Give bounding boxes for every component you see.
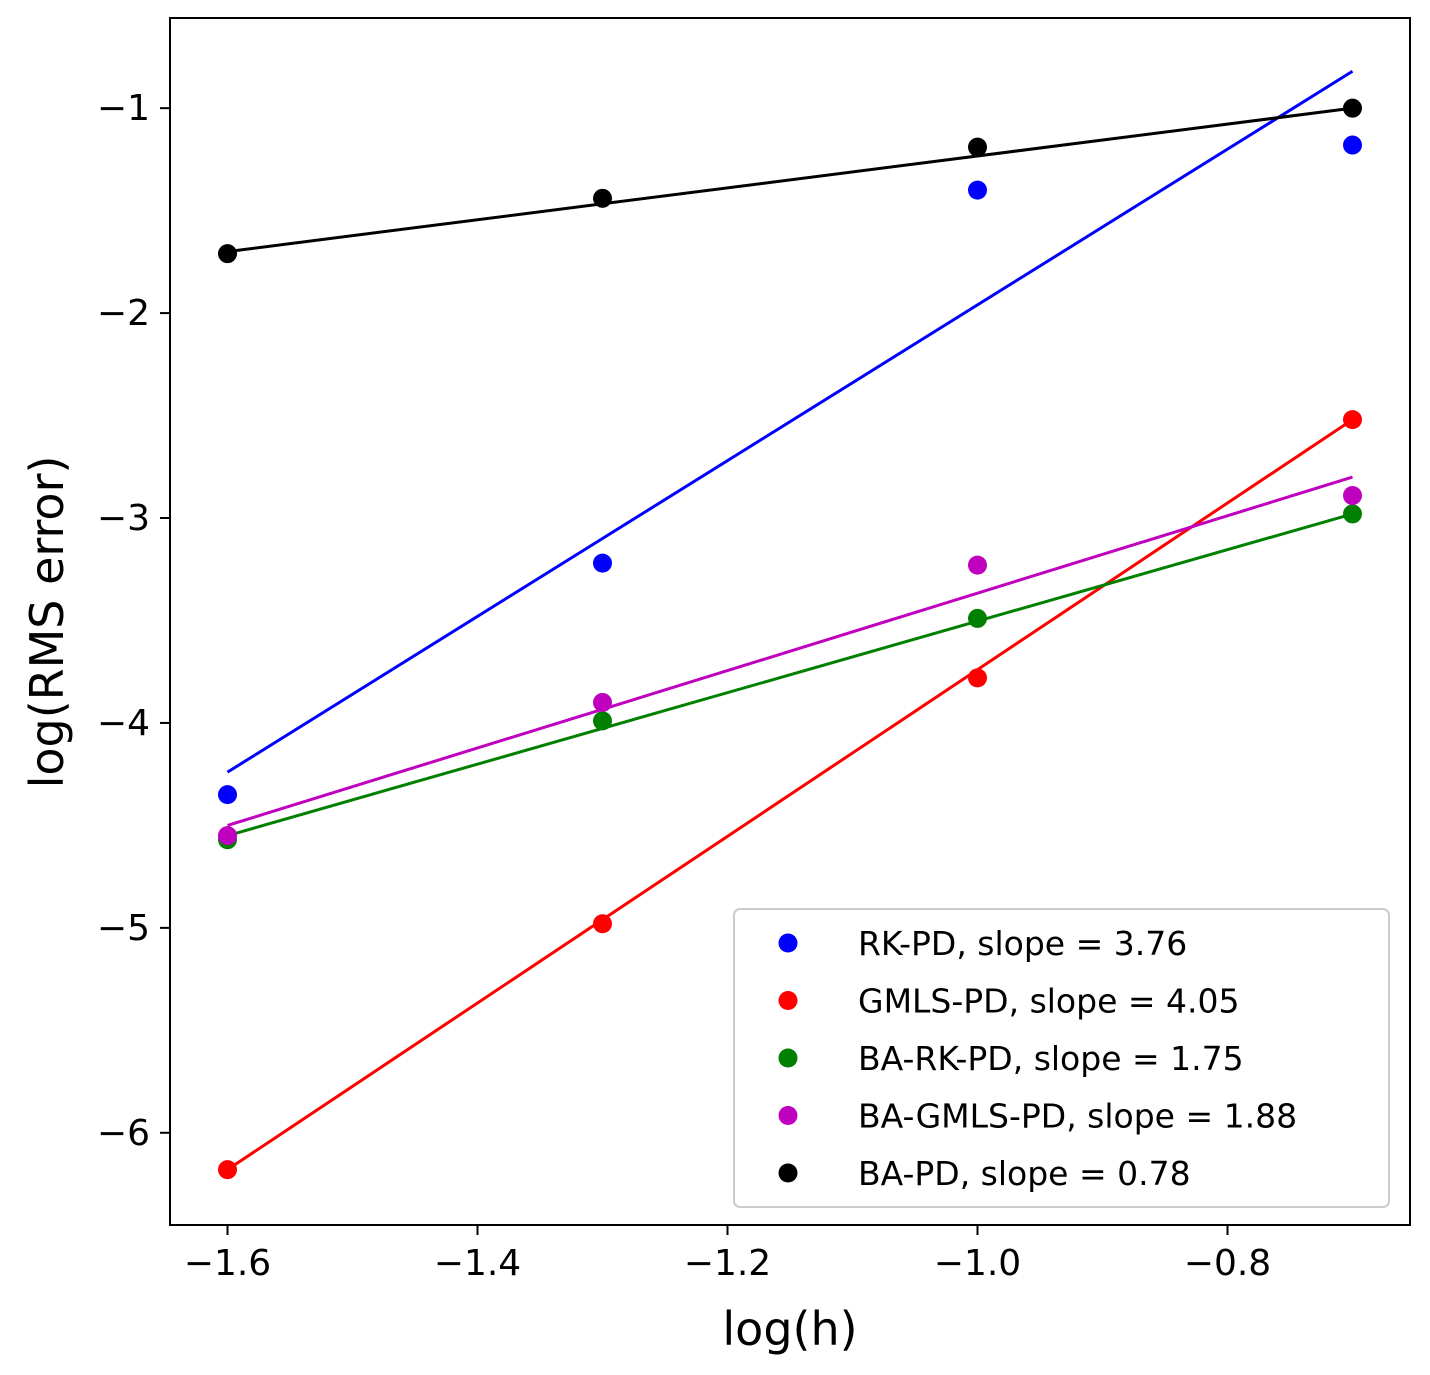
fit-line-series-2 — [227, 512, 1353, 838]
legend-label-3: BA-GMLS-PD, slope = 1.88 — [858, 1097, 1297, 1136]
data-point-series-4 — [968, 137, 987, 157]
legend-label-4: BA-PD, slope = 0.78 — [858, 1154, 1191, 1193]
y-tick-label: −1 — [97, 88, 150, 129]
data-point-series-2 — [1343, 504, 1362, 524]
data-point-series-4 — [593, 188, 612, 208]
data-point-series-0 — [218, 785, 237, 805]
legend: RK-PD, slope = 3.76 GMLS-PD, slope = 4.05… — [733, 908, 1390, 1208]
legend-marker-0 — [778, 933, 798, 953]
y-axis-label: log(RMS error) — [20, 456, 74, 789]
legend-marker-2 — [778, 1048, 798, 1068]
x-tick-label: −1.0 — [934, 1243, 1021, 1284]
x-tick-label: −1.6 — [184, 1243, 271, 1284]
y-tick-label: −2 — [97, 293, 150, 334]
legend-marker-4 — [778, 1163, 798, 1183]
legend-marker-1 — [778, 991, 798, 1010]
data-points-layer — [218, 98, 1362, 1180]
data-point-series-0 — [1343, 135, 1362, 155]
data-point-series-0 — [968, 180, 987, 200]
data-point-series-2 — [593, 711, 612, 731]
x-tick-label: −0.8 — [1184, 1243, 1271, 1284]
data-point-series-3 — [593, 692, 612, 712]
data-point-series-2 — [968, 608, 987, 628]
y-tick-label: −3 — [97, 498, 150, 539]
legend-items: RK-PD, slope = 3.76 GMLS-PD, slope = 4.05… — [778, 924, 1297, 1193]
data-point-series-1 — [593, 914, 612, 934]
legend-label-1: GMLS-PD, slope = 4.05 — [858, 982, 1239, 1021]
fit-line-series-0 — [226, 70, 1354, 774]
fit-lines-layer — [226, 70, 1354, 1171]
x-tick-label: −1.4 — [434, 1243, 521, 1284]
legend-marker-3 — [778, 1106, 798, 1125]
data-point-series-1 — [968, 668, 987, 688]
data-point-series-3 — [218, 826, 237, 846]
y-tick-label: −4 — [97, 703, 150, 744]
data-point-series-3 — [1343, 485, 1362, 505]
x-axis-label: log(h) — [722, 1302, 857, 1356]
data-point-series-4 — [1343, 98, 1362, 118]
legend-label-0: RK-PD, slope = 3.76 — [858, 924, 1187, 963]
plot-frame — [169, 17, 1411, 1226]
x-axis-ticks: −1.6 −1.4 −1.2 −1.0 −0.8 — [184, 1225, 1271, 1284]
legend-box — [733, 908, 1390, 1208]
y-tick-label: −6 — [97, 1113, 150, 1154]
data-point-series-1 — [1343, 410, 1362, 430]
fit-line-series-1 — [226, 418, 1354, 1171]
x-tick-label: −1.2 — [684, 1243, 771, 1284]
y-tick-label: −5 — [97, 908, 150, 949]
fit-line-series-4 — [227, 106, 1353, 254]
data-point-series-1 — [218, 1160, 237, 1180]
data-point-series-0 — [593, 553, 612, 573]
legend-label-2: BA-RK-PD, slope = 1.75 — [858, 1039, 1244, 1078]
data-point-series-3 — [968, 555, 987, 575]
data-point-series-4 — [218, 244, 237, 264]
fit-line-series-3 — [227, 475, 1353, 827]
y-axis-ticks: −6 −5 −4 −3 −2 −1 — [97, 88, 170, 1154]
